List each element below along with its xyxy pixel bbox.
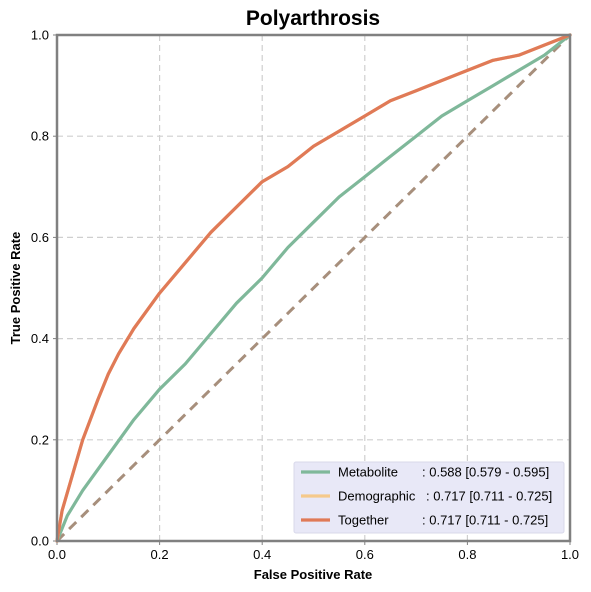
grid-lines <box>57 35 570 541</box>
x-tick-label: 0.6 <box>356 547 374 562</box>
x-tick-label: 0.4 <box>253 547 271 562</box>
x-tick-label: 1.0 <box>561 547 579 562</box>
x-tick-label: 0.8 <box>458 547 476 562</box>
x-tick-label: 0.2 <box>151 547 169 562</box>
y-tick-label: 0.2 <box>31 432 49 447</box>
legend-series-value: : 0.717 [0.711 - 0.725] <box>426 489 552 504</box>
legend-series-value: : 0.717 [0.711 - 0.725] <box>422 513 548 528</box>
x-axis-label: False Positive Rate <box>254 567 373 582</box>
series-lines <box>55 33 572 543</box>
y-axis-label: True Positive Rate <box>8 232 23 345</box>
y-tick-label: 0.4 <box>31 331 49 346</box>
y-tick-label: 1.0 <box>31 28 49 43</box>
x-tick-label: 0.0 <box>48 547 66 562</box>
legend-series-value: : 0.588 [0.579 - 0.595] <box>422 465 549 480</box>
y-tick-label: 0.8 <box>31 129 49 144</box>
y-tick-label: 0.0 <box>31 534 49 549</box>
legend-series-name: Together <box>338 513 389 528</box>
y-tick-label: 0.6 <box>31 230 49 245</box>
series-line-together <box>55 33 572 543</box>
legend-box <box>293 461 565 534</box>
legend-series-name: Metabolite <box>338 465 398 480</box>
series-line-metabolite <box>55 33 572 543</box>
chart-title: Polyarthrosis <box>246 7 380 30</box>
diagonal-reference-line <box>55 33 572 543</box>
legend: Metabolite : 0.588 [0.579 - 0.595] Demogra… <box>293 461 565 534</box>
axis-ticks: 0.0 0.2 0.4 0.6 0.8 1.0 0.0 0.2 0.4 0.6 0.8 1.0 <box>31 28 579 563</box>
legend-series-name: Demographic <box>338 489 416 504</box>
plot-frame <box>55 33 572 543</box>
